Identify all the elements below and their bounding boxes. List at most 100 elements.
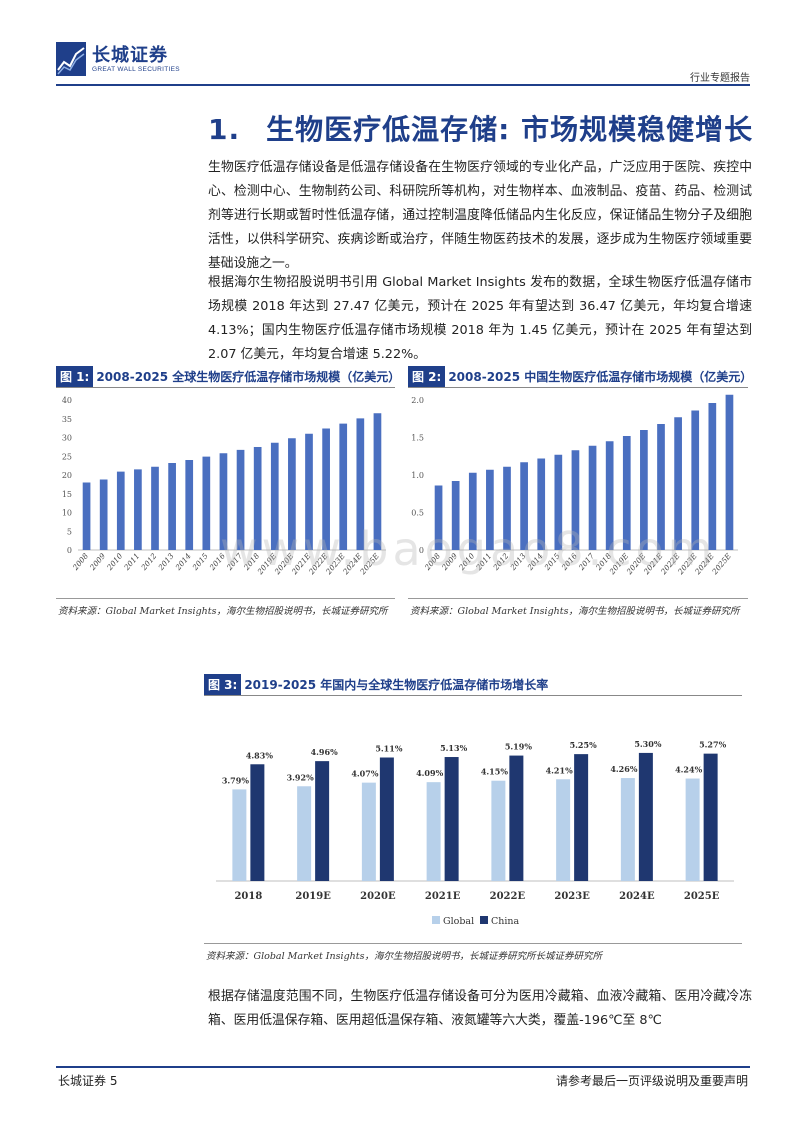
global-bar bbox=[232, 789, 247, 881]
global-bar bbox=[297, 786, 312, 881]
x-tick-label: 2010 bbox=[104, 551, 124, 572]
bar bbox=[725, 394, 734, 550]
growth-rate-chart: 3.79% 4.83% 2018 3.92% 4.96% 2019E 4.07% 5.11% 2… bbox=[216, 739, 734, 927]
footer-disclaimer: 请参考最后一页评级说明及重要声明 bbox=[555, 1074, 748, 1088]
global-market-size-chart: 0 5 10 15 20 25 30 35 40 200820092010201120122013… bbox=[62, 396, 386, 577]
data-label: 3.79% bbox=[222, 775, 249, 785]
figure-1-source-divider bbox=[56, 598, 395, 599]
y-tick-label: 25 bbox=[62, 452, 72, 461]
global-bar bbox=[685, 778, 700, 881]
bar bbox=[134, 469, 142, 550]
bar bbox=[520, 462, 528, 550]
y-tick-label: 0.5 bbox=[411, 509, 424, 518]
company-logo: 长城证券 GREAT WALL SECURITIES bbox=[56, 42, 180, 76]
figure-1-number: 图 1: bbox=[56, 366, 94, 387]
bar bbox=[554, 454, 563, 550]
bar bbox=[674, 417, 682, 550]
data-label: 5.25% bbox=[570, 740, 597, 750]
bar bbox=[468, 472, 477, 550]
x-tick-label: 2015 bbox=[190, 551, 210, 572]
data-label: 5.27% bbox=[699, 740, 726, 750]
y-tick-label: 30 bbox=[62, 434, 72, 443]
china-bar bbox=[509, 755, 524, 881]
bar bbox=[339, 423, 348, 550]
bar bbox=[168, 463, 176, 550]
figure-3-source: 资料来源：Global Market Insights，海尔生物招股说明书，长城… bbox=[206, 951, 602, 962]
x-tick-label: 2011 bbox=[122, 552, 142, 573]
bar bbox=[571, 450, 580, 550]
y-tick-label: 0 bbox=[67, 546, 72, 555]
figure-2-source: 资料来源：Global Market Insights，海尔生物招股说明书，长城… bbox=[410, 606, 740, 617]
bar bbox=[503, 466, 511, 550]
section-title-text: 生物医疗低温存储: 市场规模稳健增长 bbox=[266, 113, 754, 146]
bar bbox=[605, 441, 614, 550]
bar bbox=[288, 438, 296, 550]
bar bbox=[305, 433, 313, 550]
bar bbox=[708, 403, 717, 550]
x-tick-label: 2009 bbox=[87, 551, 107, 572]
y-tick-label: 10 bbox=[62, 509, 72, 518]
bar bbox=[151, 466, 159, 550]
china-bar bbox=[379, 757, 394, 881]
logo-chinese-name: 长城证券 bbox=[92, 44, 168, 66]
x-tick-label: 2022E bbox=[490, 891, 526, 902]
bar bbox=[116, 471, 125, 550]
x-tick-label: 2008 bbox=[70, 551, 90, 572]
footer-page-label: 长城证券 5 bbox=[58, 1074, 118, 1088]
figure-2-caption: 图 2: 2008-2025 中国生物医疗低温存储市场规模（亿美元） bbox=[408, 366, 752, 388]
figure-1-title: 2008-2025 全球生物医疗低温存储市场规模（亿美元） bbox=[96, 370, 401, 384]
x-tick-label: 2013 bbox=[156, 551, 176, 572]
bar bbox=[640, 430, 648, 550]
figure-3-source-divider bbox=[204, 943, 742, 944]
y-tick-label: 2.0 bbox=[411, 396, 424, 405]
bar bbox=[99, 479, 108, 550]
bar bbox=[270, 442, 279, 550]
y-tick-label: 1.5 bbox=[411, 434, 424, 443]
bar bbox=[253, 446, 262, 550]
bar bbox=[185, 460, 194, 550]
data-label: 4.21% bbox=[546, 765, 573, 775]
china-bar bbox=[638, 752, 653, 881]
legend-label: Global bbox=[443, 916, 474, 927]
x-tick-label: 2018 bbox=[234, 891, 262, 902]
x-tick-label: 2020E bbox=[360, 891, 396, 902]
figure-3-number: 图 3: bbox=[204, 674, 242, 695]
data-label: 4.07% bbox=[351, 769, 378, 779]
data-label: 4.26% bbox=[610, 764, 637, 774]
china-bar bbox=[574, 754, 589, 881]
data-label: 5.30% bbox=[634, 739, 661, 749]
bar bbox=[236, 449, 245, 550]
bar bbox=[434, 485, 443, 550]
x-tick-label: 2024E bbox=[619, 891, 655, 902]
x-tick-label: 2023E bbox=[554, 891, 590, 902]
y-tick-label: 35 bbox=[62, 415, 72, 424]
report-type-label: 行业专题报告 bbox=[690, 73, 750, 84]
bar bbox=[82, 482, 91, 550]
data-label: 4.15% bbox=[481, 767, 508, 777]
global-bar bbox=[491, 780, 506, 881]
section-title: 1. 生物医疗低温存储: 市场规模稳健增长 bbox=[208, 108, 753, 148]
data-label: 4.09% bbox=[416, 768, 443, 778]
legend-label: China bbox=[491, 916, 520, 927]
y-tick-label: 1.0 bbox=[411, 471, 424, 480]
china-bar bbox=[250, 764, 265, 881]
china-market-size-chart: 00.51.01.52.0200820092010201120122013201… bbox=[411, 394, 738, 577]
global-bar bbox=[620, 778, 635, 881]
section-number: 1. bbox=[208, 113, 241, 146]
china-bar bbox=[444, 757, 459, 881]
watermark: www.baogao8.com bbox=[220, 522, 717, 576]
x-tick-label: 2012 bbox=[139, 551, 159, 572]
bar bbox=[537, 458, 546, 550]
global-bar bbox=[361, 782, 376, 881]
bar bbox=[202, 456, 211, 550]
logo-english-name: GREAT WALL SECURITIES bbox=[92, 65, 180, 73]
figure-2-title: 2008-2025 中国生物医疗低温存储市场规模（亿美元） bbox=[448, 370, 753, 384]
footer-divider bbox=[56, 1066, 750, 1068]
page-header: 长城证券 GREAT WALL SECURITIES 行业专题报告 bbox=[0, 0, 800, 90]
bar bbox=[657, 424, 665, 550]
bar bbox=[622, 436, 631, 550]
x-tick-label: 2025E bbox=[684, 891, 720, 902]
global-bar bbox=[426, 782, 441, 881]
bar bbox=[691, 410, 700, 550]
data-label: 5.13% bbox=[440, 743, 467, 753]
